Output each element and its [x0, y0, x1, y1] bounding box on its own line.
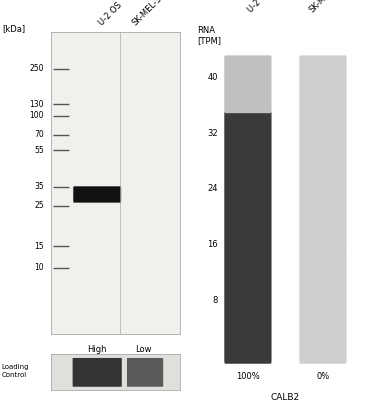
Text: 0%: 0%: [316, 372, 330, 381]
FancyBboxPatch shape: [224, 55, 272, 72]
Text: U-2 OS: U-2 OS: [97, 1, 124, 28]
FancyBboxPatch shape: [224, 139, 272, 155]
FancyBboxPatch shape: [299, 111, 346, 127]
FancyBboxPatch shape: [299, 320, 346, 336]
FancyBboxPatch shape: [299, 194, 346, 211]
Text: 40: 40: [207, 73, 218, 82]
FancyBboxPatch shape: [224, 334, 272, 350]
Text: 8: 8: [212, 296, 218, 304]
FancyBboxPatch shape: [299, 139, 346, 155]
FancyBboxPatch shape: [224, 348, 272, 364]
FancyBboxPatch shape: [299, 208, 346, 224]
Text: CALB2: CALB2: [270, 393, 300, 400]
FancyBboxPatch shape: [299, 167, 346, 183]
FancyBboxPatch shape: [224, 292, 272, 308]
Text: 250: 250: [30, 64, 44, 73]
FancyBboxPatch shape: [299, 292, 346, 308]
FancyBboxPatch shape: [299, 69, 346, 85]
FancyBboxPatch shape: [224, 278, 272, 294]
FancyBboxPatch shape: [127, 358, 163, 387]
FancyBboxPatch shape: [224, 306, 272, 322]
FancyBboxPatch shape: [224, 250, 272, 266]
Text: 10: 10: [34, 263, 44, 272]
Text: 15: 15: [34, 242, 44, 251]
FancyBboxPatch shape: [299, 334, 346, 350]
FancyBboxPatch shape: [224, 97, 272, 113]
FancyBboxPatch shape: [299, 250, 346, 266]
FancyBboxPatch shape: [299, 153, 346, 169]
FancyBboxPatch shape: [299, 264, 346, 280]
FancyBboxPatch shape: [224, 83, 272, 99]
Text: Low: Low: [135, 344, 152, 354]
Text: RNA
[TPM]: RNA [TPM]: [197, 26, 221, 45]
Text: 100%: 100%: [236, 372, 260, 381]
FancyBboxPatch shape: [299, 236, 346, 252]
Text: 55: 55: [34, 146, 44, 155]
Text: [kDa]: [kDa]: [2, 24, 25, 33]
Text: 70: 70: [34, 130, 44, 139]
FancyBboxPatch shape: [224, 194, 272, 211]
Text: 35: 35: [34, 182, 44, 191]
FancyBboxPatch shape: [224, 167, 272, 183]
Text: Loading
Control: Loading Control: [2, 364, 29, 378]
Text: SK-MEL-30: SK-MEL-30: [308, 0, 345, 14]
Text: 32: 32: [207, 128, 218, 138]
Text: SK-MEL-30: SK-MEL-30: [131, 0, 168, 28]
Text: 100: 100: [30, 112, 44, 120]
FancyBboxPatch shape: [224, 320, 272, 336]
Text: 25: 25: [34, 201, 44, 210]
FancyBboxPatch shape: [224, 208, 272, 224]
FancyBboxPatch shape: [299, 181, 346, 197]
FancyBboxPatch shape: [224, 69, 272, 85]
FancyBboxPatch shape: [299, 97, 346, 113]
Text: 24: 24: [207, 184, 218, 193]
FancyBboxPatch shape: [224, 125, 272, 141]
FancyBboxPatch shape: [224, 222, 272, 238]
FancyBboxPatch shape: [299, 83, 346, 99]
Text: High: High: [87, 344, 107, 354]
FancyBboxPatch shape: [73, 358, 122, 387]
FancyBboxPatch shape: [224, 236, 272, 252]
FancyBboxPatch shape: [299, 125, 346, 141]
FancyBboxPatch shape: [299, 55, 346, 72]
FancyBboxPatch shape: [299, 348, 346, 364]
Text: 16: 16: [207, 240, 218, 249]
FancyBboxPatch shape: [224, 181, 272, 197]
FancyBboxPatch shape: [224, 111, 272, 127]
FancyBboxPatch shape: [299, 306, 346, 322]
FancyBboxPatch shape: [224, 264, 272, 280]
FancyBboxPatch shape: [299, 222, 346, 238]
FancyBboxPatch shape: [299, 278, 346, 294]
FancyBboxPatch shape: [73, 186, 121, 203]
FancyBboxPatch shape: [224, 153, 272, 169]
Text: 130: 130: [30, 100, 44, 109]
Text: U-2 OS: U-2 OS: [246, 0, 272, 14]
